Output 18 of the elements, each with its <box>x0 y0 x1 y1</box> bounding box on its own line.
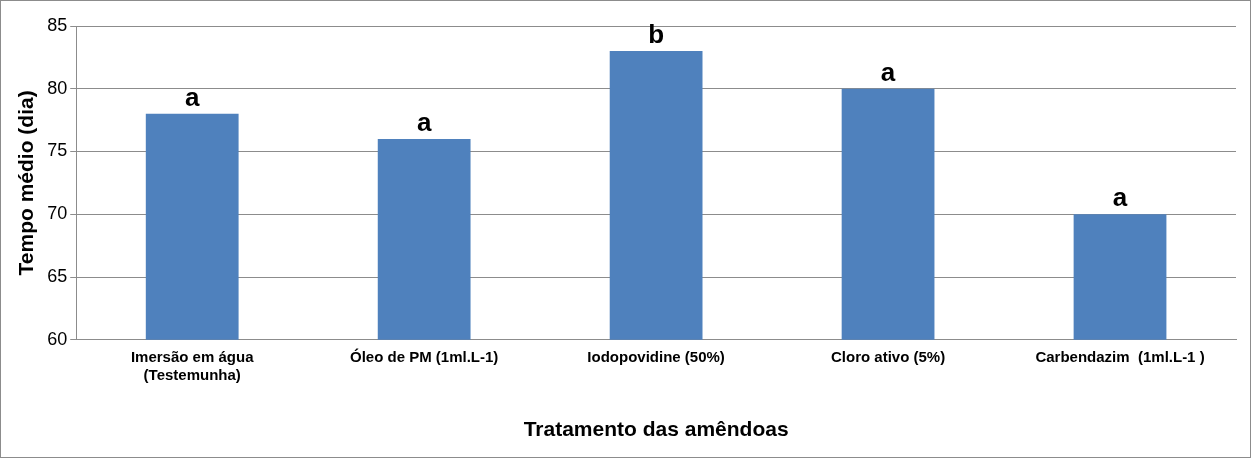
y-tick-label: 70 <box>47 203 68 224</box>
x-tick-label: Óleo de PM (1ml.L-1) <box>349 347 499 365</box>
y-axis-title: Tempo médio (dia) <box>14 90 38 276</box>
x-tick-label: Imersão em água (Testemunha) <box>130 347 255 383</box>
x-tick-label: Iodopovidine (50%) <box>587 347 725 365</box>
x-axis-title: Tratamento das amêndoas <box>523 417 789 441</box>
x-tick-label: Carbendazim (1ml.L-1 ) <box>1035 347 1205 365</box>
y-tick-label: 60 <box>47 328 68 349</box>
y-tick-label: 75 <box>47 140 68 161</box>
annotation: a <box>416 107 432 138</box>
annotation: a <box>1112 182 1128 213</box>
annotation: a <box>184 82 200 113</box>
x-tick-label: Cloro ativo (5%) <box>830 347 946 365</box>
annotation: b <box>648 19 665 50</box>
y-tick-label: 85 <box>47 14 68 35</box>
annotation: a <box>880 56 896 87</box>
y-tick-label: 65 <box>47 266 68 287</box>
y-tick-label: 80 <box>47 77 68 98</box>
